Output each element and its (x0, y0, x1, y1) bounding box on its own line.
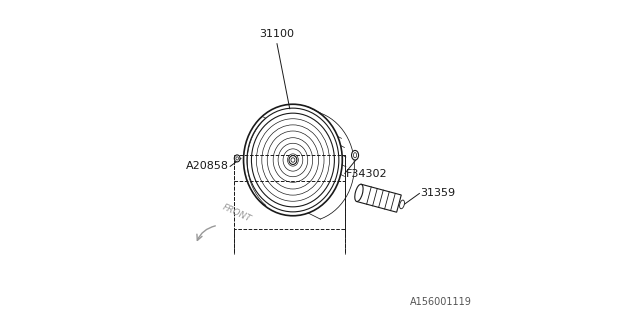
Text: A20858: A20858 (186, 161, 229, 172)
Text: FRONT: FRONT (221, 203, 253, 224)
Ellipse shape (399, 200, 404, 209)
Text: F34302: F34302 (346, 169, 387, 179)
Ellipse shape (355, 184, 363, 202)
Text: 31359: 31359 (420, 188, 456, 198)
Text: 31100: 31100 (259, 29, 294, 39)
Ellipse shape (234, 155, 240, 162)
Ellipse shape (236, 157, 239, 160)
Ellipse shape (291, 158, 295, 162)
Ellipse shape (353, 153, 356, 158)
Text: A156001119: A156001119 (410, 297, 471, 307)
Ellipse shape (289, 156, 297, 164)
Ellipse shape (351, 150, 358, 160)
Polygon shape (356, 184, 401, 212)
